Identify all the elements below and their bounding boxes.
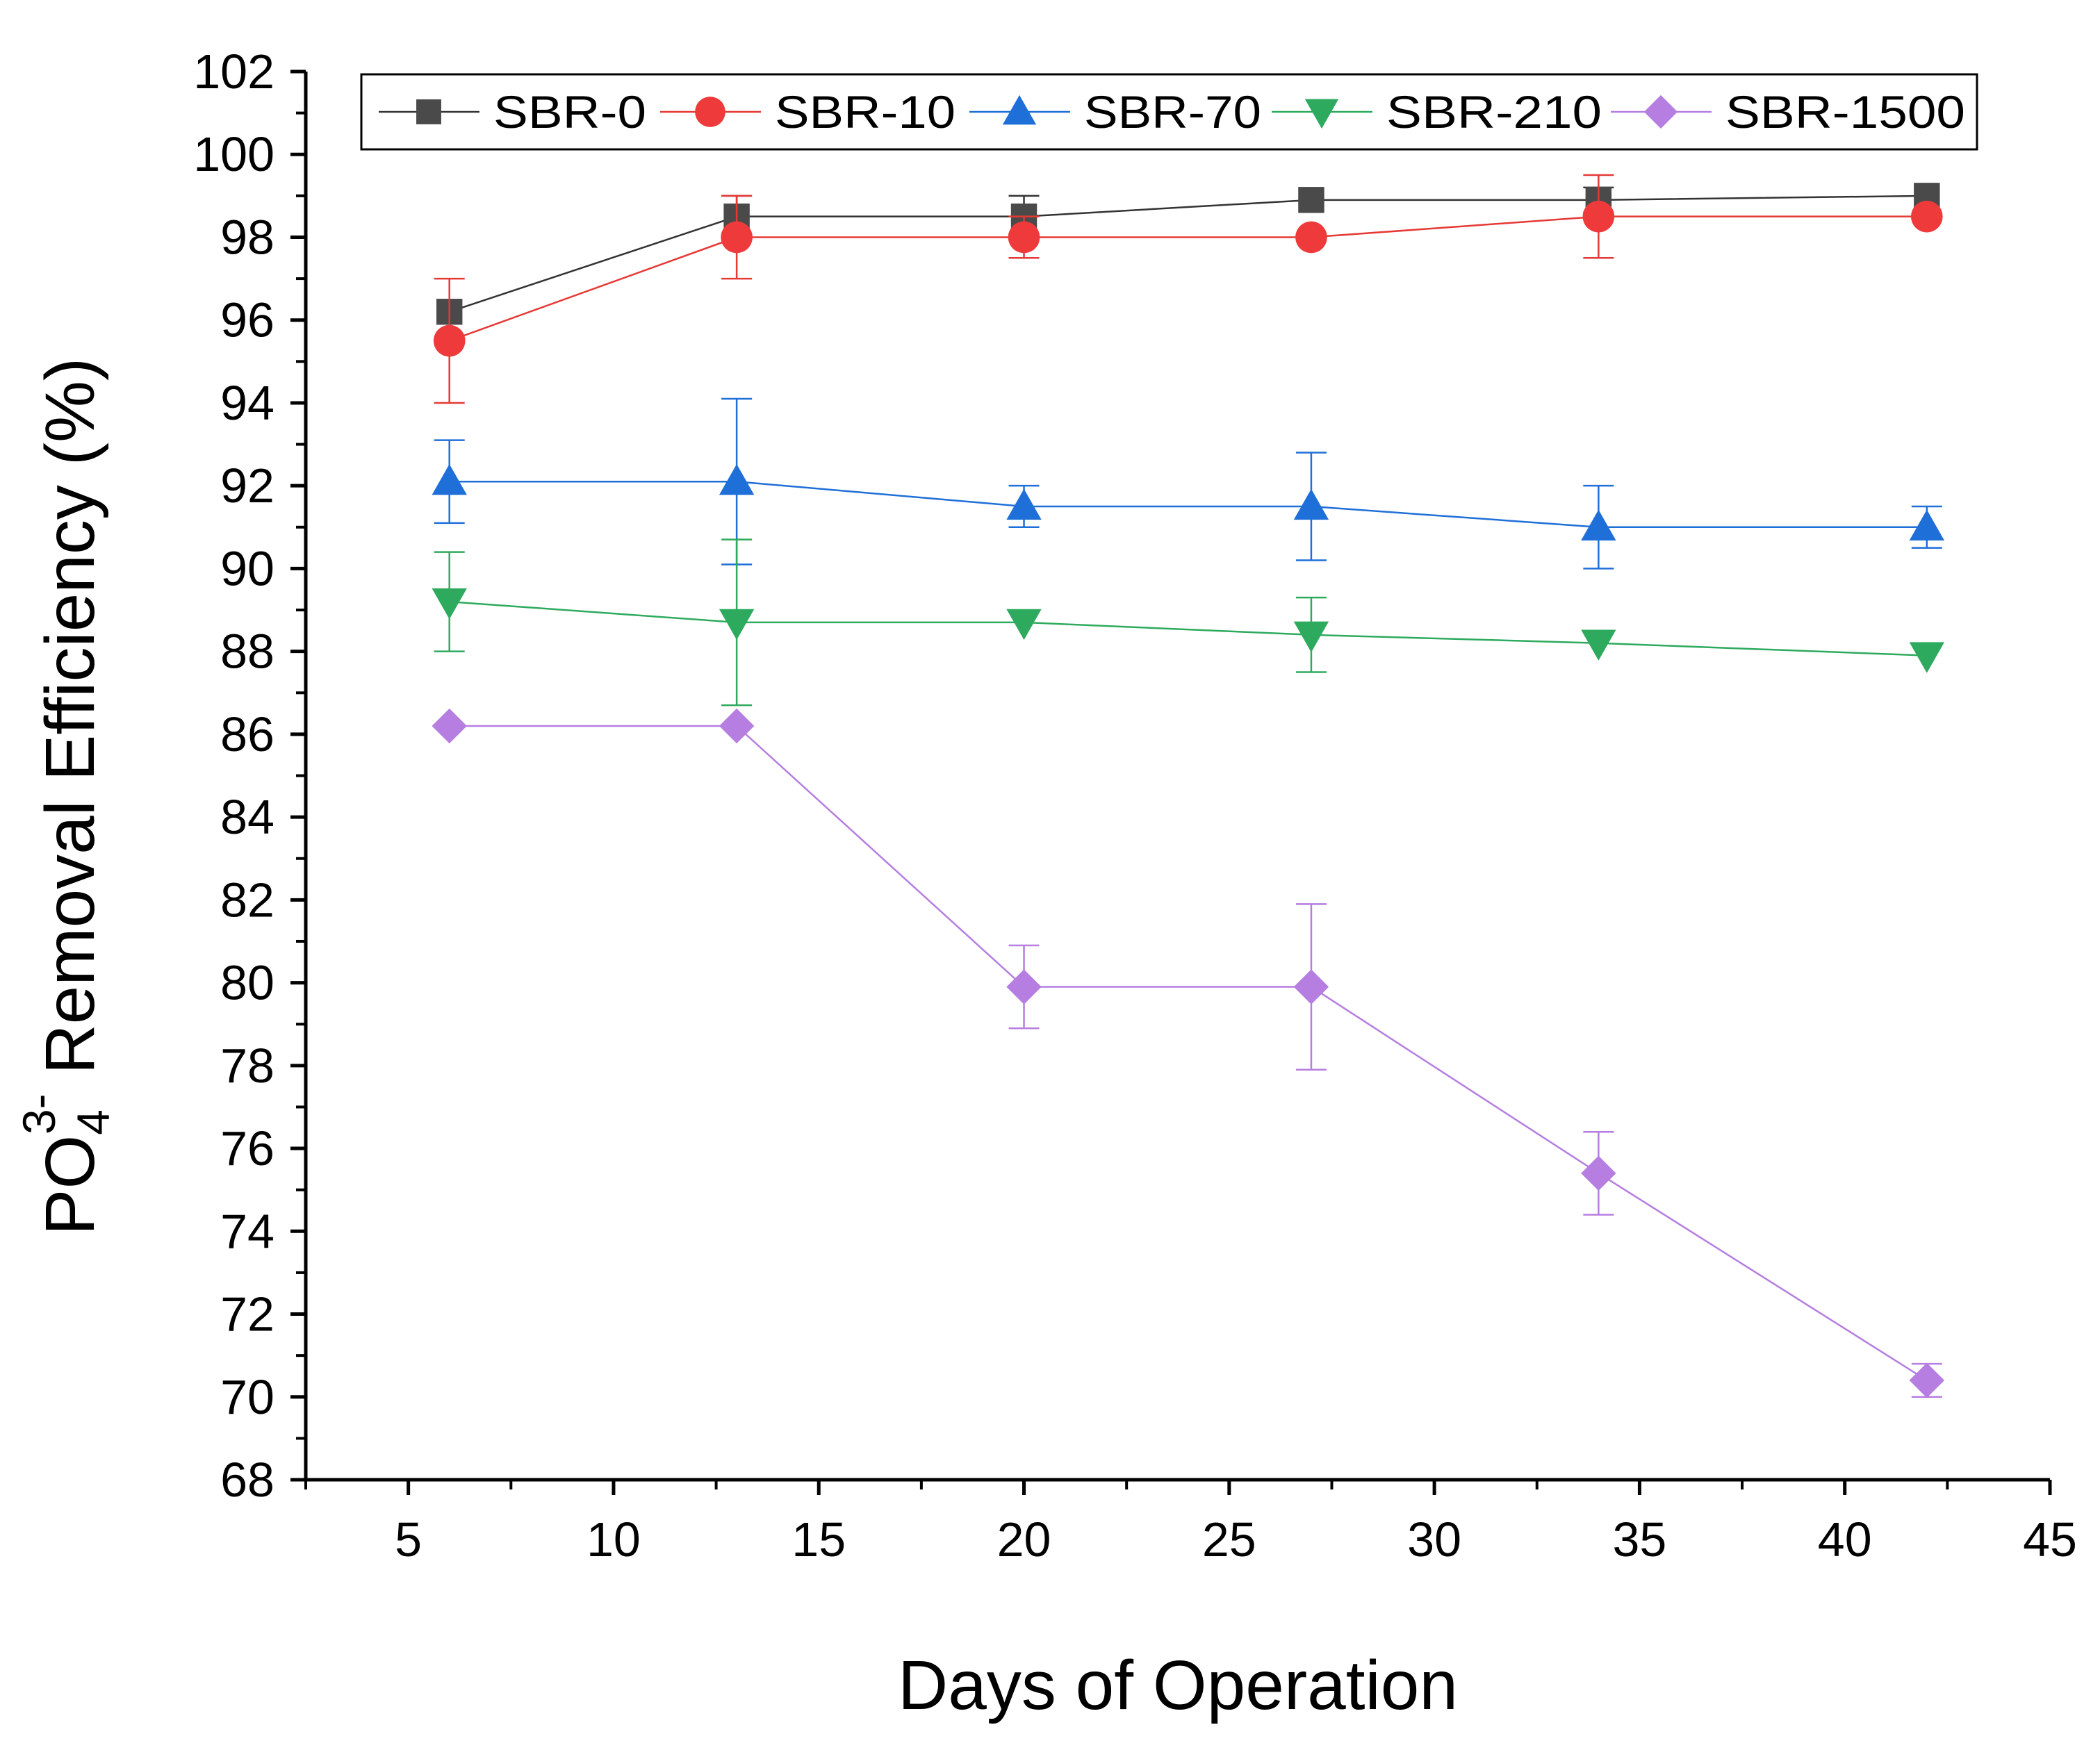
data-point-SBR-210 xyxy=(1006,609,1042,641)
y-tick-label-80: 80 xyxy=(220,956,274,1010)
data-point-SBR-210 xyxy=(1581,629,1616,661)
axes: 5 10 15 20 25 30 35 40 45 68 70 72 74 76 78 80 82 84 86 88 9… xyxy=(193,44,2077,1567)
series-SBR-1500 xyxy=(432,708,1945,1398)
data-point-SBR-70 xyxy=(1006,488,1042,520)
data-point-SBR-10 xyxy=(433,324,466,357)
x-axis-title: Days of Operation xyxy=(898,1646,1458,1724)
x-tick-label-40: 40 xyxy=(1818,1512,1872,1567)
data-point-SBR-210 xyxy=(1909,642,1945,673)
data-point-SBR-1500 xyxy=(1581,1155,1616,1191)
data-point-SBR-10 xyxy=(1008,221,1040,254)
y-tick-label-84: 84 xyxy=(220,790,274,844)
y-tick-label-88: 88 xyxy=(220,625,274,679)
x-tick-label-25: 25 xyxy=(1202,1512,1256,1567)
plot-marks xyxy=(432,174,1945,1398)
series-SBR-210 xyxy=(432,538,1945,707)
legend-label-SBR-10: SBR-10 xyxy=(775,86,955,138)
y-tick-label-98: 98 xyxy=(220,210,274,264)
data-point-SBR-1500 xyxy=(432,708,467,744)
y-tick-label-70: 70 xyxy=(220,1370,274,1424)
legend-marker-SBR-70 xyxy=(1002,94,1037,125)
y-tick-label-74: 74 xyxy=(220,1204,274,1258)
legend-label-SBR-70: SBR-70 xyxy=(1084,86,1261,138)
legend-marker-SBR-210 xyxy=(1304,99,1339,129)
y-tick-label-92: 92 xyxy=(220,459,274,513)
x-tick-label-15: 15 xyxy=(791,1512,846,1567)
y-tick-label-68: 68 xyxy=(220,1453,274,1507)
data-point-SBR-70 xyxy=(1293,488,1329,520)
y-axis-title-main: PO xyxy=(31,1135,109,1235)
y-tick-label-78: 78 xyxy=(220,1039,274,1093)
series-line-SBR-10 xyxy=(449,215,1927,342)
x-tick-label-35: 35 xyxy=(1612,1512,1666,1567)
data-point-SBR-210 xyxy=(719,609,755,641)
y-tick-label-72: 72 xyxy=(220,1287,274,1342)
legend-label-SBR-210: SBR-210 xyxy=(1386,86,1602,138)
data-point-SBR-210 xyxy=(432,588,467,620)
x-tick-label-5: 5 xyxy=(395,1512,422,1567)
data-point-SBR-1500 xyxy=(719,708,755,744)
y-axis-title: PO43- Removal Efficiency (%) xyxy=(13,358,119,1235)
data-point-SBR-10 xyxy=(1911,200,1943,233)
legend-marker-SBR-0 xyxy=(416,99,441,124)
legend-item-SBR-210: SBR-210 xyxy=(1272,86,1602,138)
data-point-SBR-70 xyxy=(719,464,755,495)
y-tick-label-96: 96 xyxy=(220,293,274,347)
series-SBR-10 xyxy=(433,174,1943,404)
series-line-SBR-1500 xyxy=(449,725,1928,1381)
y-tick-label-102: 102 xyxy=(193,44,274,99)
y-tick-label-82: 82 xyxy=(220,873,274,927)
data-point-SBR-1500 xyxy=(1293,969,1329,1005)
y-tick-label-90: 90 xyxy=(220,541,274,595)
legend-item-SBR-10: SBR-10 xyxy=(660,86,955,138)
legend-marker-SBR-10 xyxy=(695,97,725,127)
legend: SBR-0 SBR-10 SBR-70 SBR-210 SBR-1500 xyxy=(360,73,1978,151)
legend-item-SBR-1500: SBR-1500 xyxy=(1611,86,1965,138)
data-point-SBR-10 xyxy=(721,221,753,254)
legend-item-SBR-0: SBR-0 xyxy=(379,86,646,138)
x-tick-label-10: 10 xyxy=(586,1512,641,1567)
x-tick-label-30: 30 xyxy=(1407,1512,1461,1567)
data-point-SBR-70 xyxy=(1581,509,1616,540)
x-tick-label-20: 20 xyxy=(997,1512,1051,1567)
data-point-SBR-70 xyxy=(1909,509,1945,540)
y-axis-title-subscript: 4 xyxy=(67,1109,119,1135)
data-point-SBR-1500 xyxy=(1909,1362,1945,1398)
y-axis-title-superscript: 3- xyxy=(13,1093,65,1134)
data-point-SBR-210 xyxy=(1293,621,1329,652)
y-axis-title-rest: Removal Efficiency (%) xyxy=(31,358,109,1094)
y-tick-label-76: 76 xyxy=(220,1121,274,1175)
legend-label-SBR-0: SBR-0 xyxy=(493,86,646,138)
legend-item-SBR-70: SBR-70 xyxy=(969,86,1261,138)
data-point-SBR-1500 xyxy=(1006,969,1042,1005)
y-tick-label-86: 86 xyxy=(220,707,274,761)
data-point-SBR-0 xyxy=(1298,187,1324,213)
data-point-SBR-70 xyxy=(432,464,467,495)
series-line-SBR-0 xyxy=(449,195,1927,313)
x-tick-label-45: 45 xyxy=(2023,1512,2077,1567)
legend-label-SBR-1500: SBR-1500 xyxy=(1725,86,1965,138)
legend-marker-SBR-1500 xyxy=(1643,94,1678,129)
y-tick-label-94: 94 xyxy=(220,376,274,430)
series-line-SBR-210 xyxy=(449,600,1927,657)
series-SBR-0 xyxy=(436,183,1940,325)
data-point-SBR-10 xyxy=(1295,221,1327,254)
series-SBR-70 xyxy=(432,397,1945,570)
series-line-SBR-70 xyxy=(449,480,1927,529)
data-point-SBR-10 xyxy=(1582,200,1615,233)
y-tick-label-100: 100 xyxy=(193,127,274,181)
